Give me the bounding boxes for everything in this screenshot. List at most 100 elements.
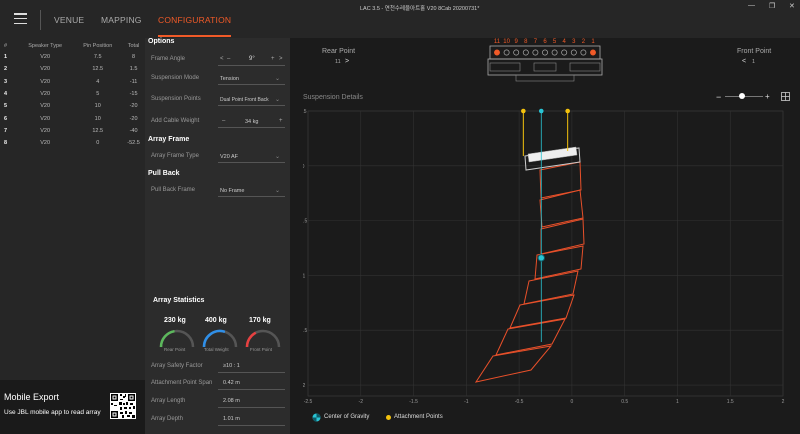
tab-mapping[interactable]: MAPPING <box>101 15 142 25</box>
col-total: Total <box>127 42 140 49</box>
x-tick-label: -1.5 <box>409 399 418 405</box>
table-row[interactable]: 4 V20 5 -15 <box>0 88 145 100</box>
frame-pin[interactable] <box>580 49 587 56</box>
center-of-gravity-marker <box>537 254 545 262</box>
pin-position: 10 <box>94 115 101 122</box>
array-frame-section-title: Array Frame <box>148 136 190 143</box>
tab-venue[interactable]: VENUE <box>54 15 85 25</box>
array-frame-type-select[interactable]: V20 AF <box>220 154 239 160</box>
rear-point-value: 11 <box>335 59 341 65</box>
front-point-weight: 170 kg <box>249 317 271 324</box>
y-tick-label: -1 <box>303 273 305 279</box>
frame-pin[interactable] <box>503 49 510 56</box>
nav-divider <box>40 10 41 30</box>
array-frame-type-label: Array Frame Type <box>151 153 199 159</box>
frame-pin[interactable] <box>570 49 577 56</box>
close-button[interactable]: ✕ <box>789 3 795 10</box>
suspension-chart[interactable]: -2.5 -2 -1.5 -1 -0.5 0 0.5 1 1.5 2 0.5 0 -0.5 -1 -1.5 -… <box>303 106 793 406</box>
grid-view-icon[interactable] <box>781 92 790 101</box>
qr-code-icon <box>110 393 136 419</box>
table-row[interactable]: 7 V20 12.5 -40 <box>0 125 145 137</box>
suspension-mode-select[interactable]: Tension <box>220 76 239 82</box>
front-point-gauge-label: Front Point <box>250 347 273 352</box>
cable-weight-increment-button[interactable]: + <box>279 118 283 124</box>
row-index: 3 <box>4 78 8 85</box>
table-row[interactable]: 2 V20 12.5 1.5 <box>0 63 145 75</box>
frame-angle-dash: – <box>227 56 231 62</box>
chevron-down-icon: ⌄ <box>275 97 281 103</box>
attachment-point-icon <box>386 415 391 420</box>
array-length-label: Array Length <box>151 398 186 404</box>
zoom-out-button[interactable]: − <box>716 92 722 102</box>
speaker-type: V20 <box>40 66 51 73</box>
cable-weight-decrement-button[interactable]: – <box>222 118 226 124</box>
x-tick-label: -1 <box>464 399 469 405</box>
attach-span-underline <box>218 389 285 390</box>
suspension-points-label: Suspension Points <box>151 96 201 102</box>
col-speaker-type: Speaker Type <box>28 42 63 49</box>
total-angle: -15 <box>129 91 138 98</box>
zoom-slider-handle[interactable] <box>739 93 746 99</box>
table-row[interactable]: 5 V20 10 -20 <box>0 100 145 112</box>
total-angle: -40 <box>129 127 138 134</box>
frame-pin[interactable] <box>590 49 596 56</box>
y-tick-label: -0.5 <box>303 219 308 225</box>
zoom-in-button[interactable]: + <box>765 92 770 101</box>
x-tick-label: 1 <box>676 399 679 405</box>
frame-pin[interactable] <box>513 49 520 56</box>
legend-attachment-points: Attachment Points <box>394 414 443 420</box>
frame-pin[interactable] <box>542 49 548 56</box>
suspension-mode-underline <box>218 84 285 85</box>
restore-button[interactable]: ❐ <box>769 3 776 10</box>
pin-number-label: 10 <box>503 39 510 45</box>
chevron-down-icon: ⌄ <box>275 76 281 82</box>
front-point-label: Front Point <box>737 48 772 55</box>
frame-pin[interactable] <box>532 49 539 56</box>
tab-configuration[interactable]: CONFIGURATION <box>158 15 232 37</box>
frame-pin[interactable] <box>494 49 500 56</box>
pull-back-frame-label: Pull Back Frame <box>151 187 196 193</box>
frame-angle-decrement-button[interactable]: < <box>220 56 224 62</box>
frame-pin[interactable] <box>522 49 529 56</box>
row-index: 7 <box>4 127 8 134</box>
legend-center-of-gravity: Center of Gravity <box>324 414 370 420</box>
safety-factor-value: ≥10 : 1 <box>223 363 240 369</box>
pin-position: 12.5 <box>92 66 104 73</box>
frame-angle-next-button[interactable]: > <box>279 56 283 62</box>
attachment-point-rear <box>521 108 526 114</box>
table-row[interactable]: 1 V20 7.5 8 <box>0 51 145 63</box>
row-index: 1 <box>4 54 8 61</box>
hamburger-menu-icon[interactable] <box>14 13 27 25</box>
array-length-underline <box>218 407 285 408</box>
speaker-type: V20 <box>40 115 51 122</box>
cable-weight-underline <box>218 127 285 128</box>
cable-weight-value[interactable]: 34 kg <box>245 119 259 125</box>
table-row[interactable]: 3 V20 4 -11 <box>0 76 145 88</box>
minimize-button[interactable]: — <box>748 2 755 9</box>
frame-angle-increment-button[interactable]: + <box>271 56 275 62</box>
frame-angle-underline <box>218 65 285 66</box>
table-row[interactable]: 6 V20 10 -20 <box>0 112 145 124</box>
suspension-points-select[interactable]: Dual Point Front Back <box>220 97 269 103</box>
pull-back-frame-select[interactable]: No Frame <box>220 188 245 194</box>
total-angle: -20 <box>129 115 138 122</box>
pin-number-label: 1 <box>591 39 595 45</box>
array-statistics-title: Array Statistics <box>153 297 205 304</box>
visualization-panel <box>290 38 800 434</box>
pin-position: 4 <box>96 78 100 85</box>
frame-pin[interactable] <box>551 49 558 56</box>
rear-point-next-button[interactable]: > <box>345 58 350 65</box>
window-title: LAC 3.5 - 연천수레울아트홀 V20 8Cab 20200731* <box>360 6 480 12</box>
pin-number-label: 3 <box>572 39 576 45</box>
frame-pin[interactable] <box>561 49 568 56</box>
table-row[interactable]: 8 V20 0 -52.5 <box>0 137 145 149</box>
frame-angle-value: 9° <box>249 56 255 62</box>
options-panel: Options Frame Angle < – 9° + > Suspensio… <box>145 38 290 434</box>
mobile-export-subtitle: Use JBL mobile app to read array <box>4 409 101 416</box>
pin-number-label: 2 <box>582 39 586 45</box>
speaker-table: # Speaker Type Pin Position Total 1 V20 7.… <box>0 40 145 149</box>
front-point-prev-button[interactable]: < <box>742 58 747 65</box>
chevron-down-icon: ⌄ <box>275 188 281 194</box>
pin-position: 0 <box>96 140 100 147</box>
safety-factor-label: Array Safety Factor <box>151 363 203 369</box>
